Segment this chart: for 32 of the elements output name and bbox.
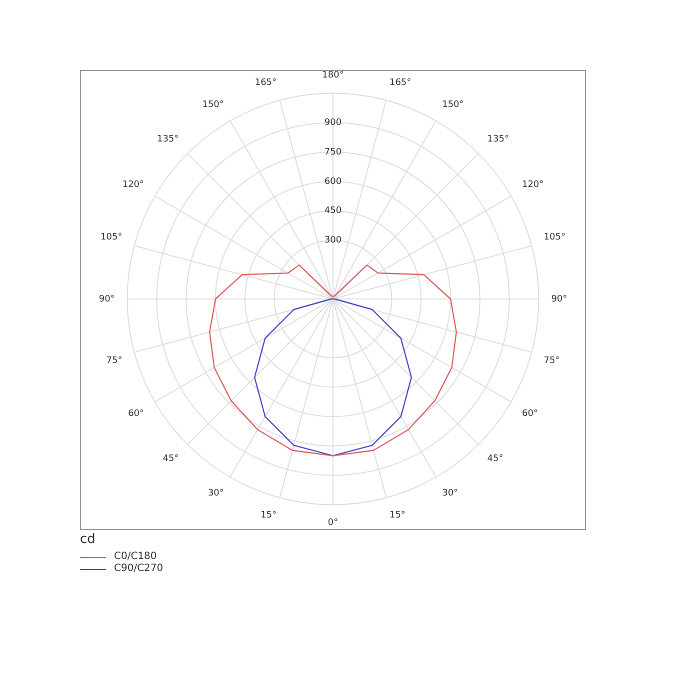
spoke-label: 30° [442,488,458,499]
spoke-label: 120° [522,180,544,190]
y-tick-label: 750 [324,147,342,158]
spoke-label: 105° [544,232,566,242]
spoke-label: 165° [254,78,277,88]
spoke-label: 135° [157,134,179,145]
spoke-label: 75° [106,356,122,366]
spoke-label: 30° [208,488,224,499]
spoke-label: 15° [260,510,277,521]
spoke-label: 45° [487,454,504,464]
spoke-label: 60° [522,408,538,419]
spoke-label: 105° [100,232,122,242]
y-tick-label: 450 [324,206,342,216]
legend-label: C0/C180 [114,551,157,563]
y-tick-label: 300 [324,236,342,246]
text: cd [80,532,96,547]
spoke-label: 165° [389,78,412,88]
spoke-label: 75° [544,356,560,366]
spoke-label: 120° [122,180,144,190]
spoke-label: 180° [322,70,344,81]
spoke-label: 150° [202,100,224,110]
y-tick-label: 900 [324,118,342,128]
y-tick-label: 600 [324,176,342,187]
spoke-label: 135° [487,134,509,145]
spoke-label: 60° [128,408,144,419]
legend-label: C90/C270 [114,563,164,575]
spoke-label: 15° [389,510,406,521]
spoke-label: 150° [442,100,464,110]
spoke-label: 0° [328,518,338,528]
spoke-label: 45° [162,454,179,464]
spoke-label: 90° [551,294,568,304]
spoke-label: 90° [98,294,115,304]
